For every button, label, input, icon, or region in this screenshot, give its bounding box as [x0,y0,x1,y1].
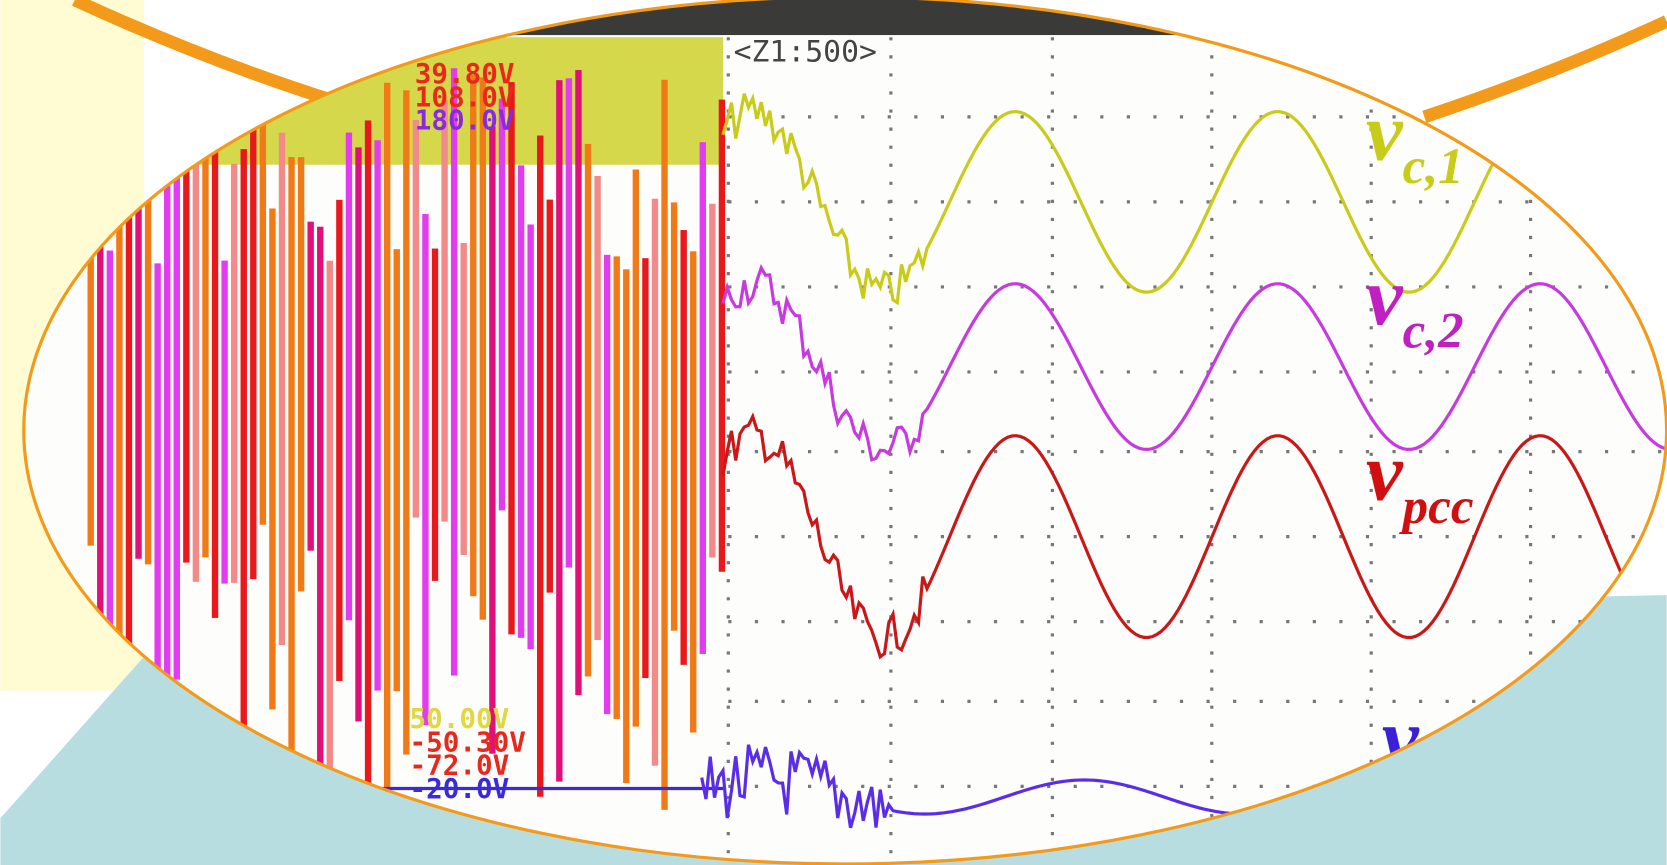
bar [241,149,247,744]
bar [135,207,141,559]
bar [307,222,313,551]
bar [527,224,533,649]
bar [585,144,591,677]
bar [231,164,237,583]
trace-subscript: pcc [1399,479,1474,535]
bar [174,153,180,680]
bar [422,214,428,725]
bar [432,249,438,581]
bar [700,142,706,654]
bar [671,202,677,630]
bar [374,140,380,690]
bar [355,147,361,721]
bar [642,258,648,678]
bar [547,200,553,593]
timebase: <Z1:500> [734,35,877,70]
trace-subscript: c,1 [1403,139,1464,195]
bar [145,167,151,564]
bar [250,93,256,579]
bar [288,157,294,768]
bar [499,99,505,511]
bar [461,243,467,555]
bar [394,249,400,691]
bar [470,75,476,596]
bar [480,77,486,619]
bar [518,165,524,638]
bar [652,199,658,766]
bar [451,68,457,675]
page: <Z1:500> 39.80V108.0V180.0V 50.00V-50.30… [0,0,1667,865]
bar [441,100,447,522]
bar [212,139,218,618]
bar [556,80,562,781]
bar [566,78,572,567]
scene: <Z1:500> 39.80V108.0V180.0V 50.00V-50.30… [0,0,1667,865]
bar [413,120,419,518]
bar [317,227,323,775]
trace-symbol: v [1366,250,1404,342]
bar [614,256,620,719]
bar [221,261,227,584]
scale-label: -20.0V [410,772,510,805]
bar [623,269,629,783]
bar [633,170,639,727]
bar [690,251,696,732]
bar [680,230,686,665]
bar [489,127,495,754]
bar [575,70,581,695]
bar [365,120,371,804]
bar [346,133,352,621]
bar [183,123,189,562]
bar [719,100,725,572]
bar [594,176,600,640]
bar [298,157,304,591]
trace-symbol: v [1366,425,1404,517]
scale-label: 180.0V [415,104,515,137]
bar [279,133,285,645]
lower-scales: 50.00V-50.30V-72.0V-20.0V [410,702,526,805]
bar [709,204,715,558]
bar [260,83,266,525]
bar [403,90,409,754]
bar [384,83,390,816]
bar [193,158,199,581]
bar [269,208,275,709]
bar [537,136,543,797]
bar [202,134,208,557]
trace-subscript: c,2 [1403,303,1464,359]
bar [604,255,610,714]
bar [327,261,333,775]
bar [661,80,667,810]
bar [508,82,514,634]
bar [336,200,342,681]
